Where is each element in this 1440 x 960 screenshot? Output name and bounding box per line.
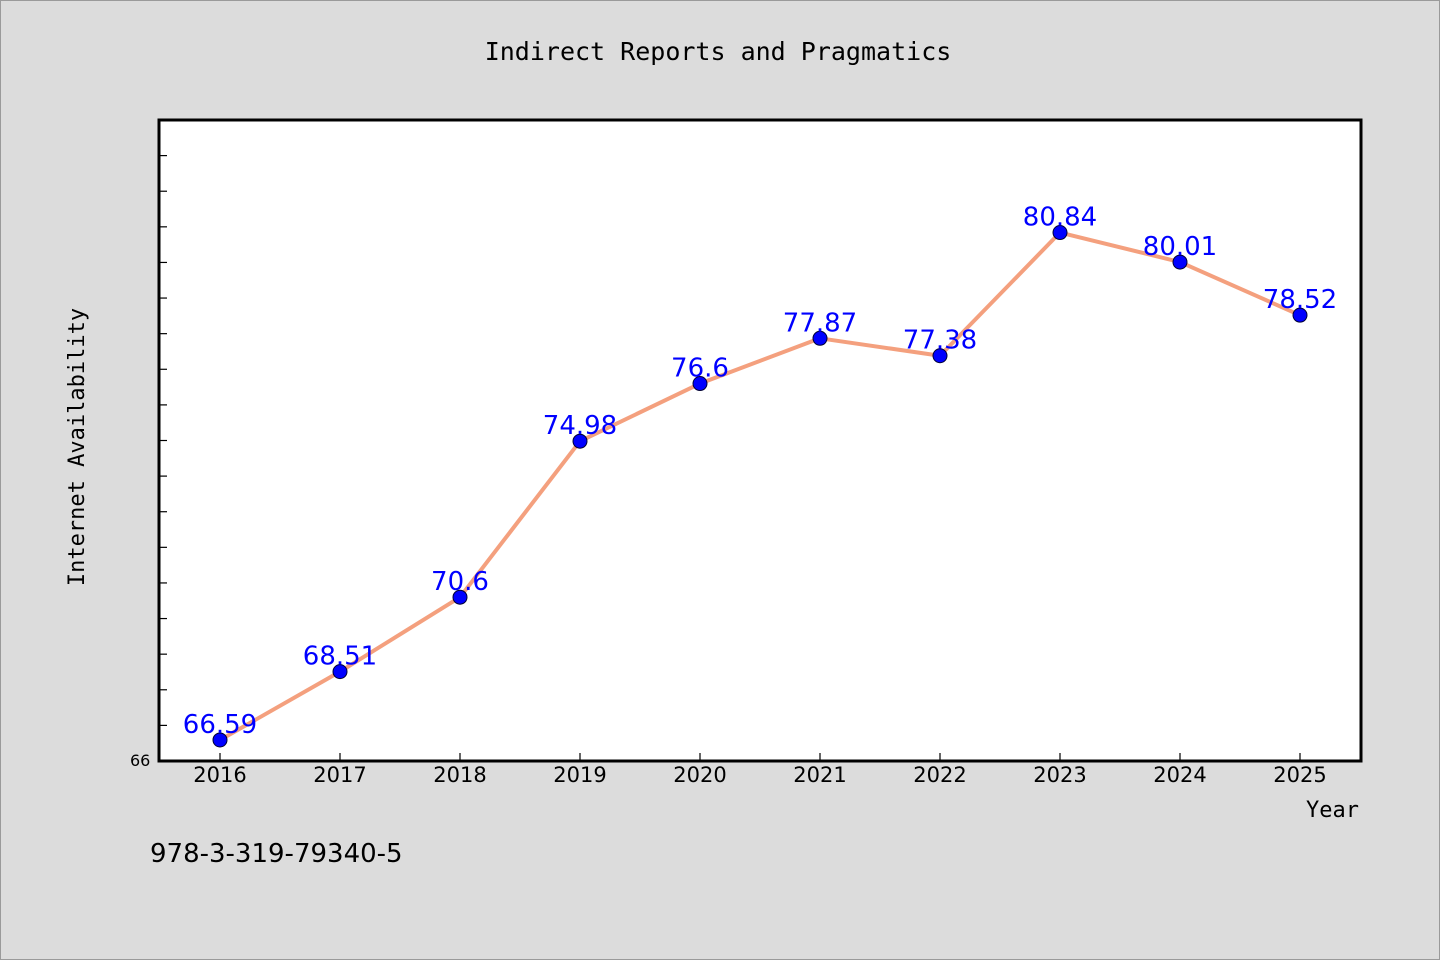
y-axis-min-label: 66	[130, 751, 150, 770]
data-point	[1172, 254, 1188, 270]
x-tick-label: 2024	[1153, 763, 1206, 787]
data-label: 77.87	[783, 308, 857, 338]
data-label: 70.6	[431, 567, 489, 597]
x-tick-label: 2023	[1033, 763, 1086, 787]
data-label: 68.51	[303, 642, 377, 672]
y-axis-label: Internet Availability	[65, 308, 90, 586]
x-tick-label: 2021	[793, 763, 846, 787]
data-label: 80.84	[1023, 203, 1097, 233]
data-point	[332, 664, 348, 680]
data-label: 77.38	[903, 326, 977, 356]
series-group: 66.59 68.51 70.6 74.98 76.6 77.87 77.38 80.84 80…	[183, 203, 1337, 748]
y-axis-ticks	[159, 155, 167, 726]
data-point	[932, 348, 948, 364]
data-point	[812, 330, 828, 346]
data-label: 78.52	[1263, 285, 1337, 315]
data-label: 80.01	[1143, 232, 1217, 262]
data-point	[572, 433, 588, 449]
chart-title: Indirect Reports and Pragmatics	[485, 37, 952, 66]
x-tick-label: 2016	[193, 763, 246, 787]
series-line	[218, 230, 1302, 742]
x-axis-tick-labels: 2016 2017 2018 2019 2020 2021 2022 2023 2024 2025	[193, 763, 1326, 787]
plot-area	[157, 118, 1363, 763]
data-point	[452, 589, 468, 605]
data-label: 66.59	[183, 710, 257, 740]
data-point	[1052, 225, 1068, 241]
data-point	[692, 376, 708, 392]
x-tick-label: 2022	[913, 763, 966, 787]
x-tick-label: 2025	[1273, 763, 1326, 787]
data-point	[212, 732, 228, 748]
data-point	[1292, 307, 1308, 323]
data-label: 76.6	[671, 354, 729, 384]
data-label: 74.98	[543, 411, 617, 441]
x-tick-label: 2020	[673, 763, 726, 787]
x-axis-ticks	[219, 753, 1301, 761]
x-tick-label: 2019	[553, 763, 606, 787]
x-tick-label: 2017	[313, 763, 366, 787]
isbn-footer: 978-3-319-79340-5	[150, 839, 403, 869]
x-tick-label: 2018	[433, 763, 486, 787]
x-axis-label: Year	[1306, 798, 1359, 823]
